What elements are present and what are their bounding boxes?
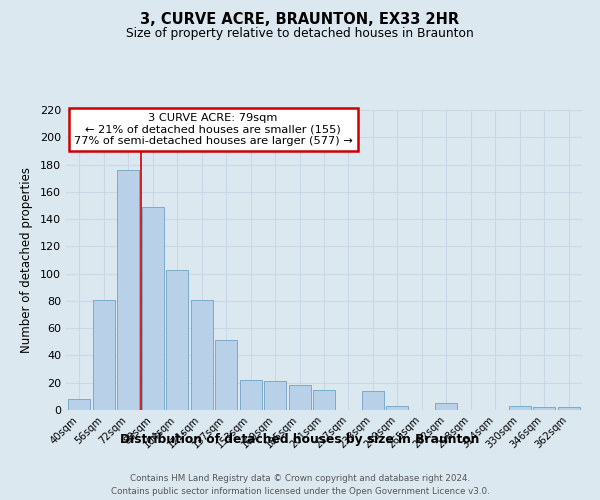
Bar [362, 391, 384, 410]
Bar [166, 270, 188, 410]
Bar [191, 300, 213, 410]
Bar [289, 386, 311, 410]
Bar [264, 382, 286, 410]
Bar [557, 408, 580, 410]
Y-axis label: Number of detached properties: Number of detached properties [20, 167, 33, 353]
Bar [118, 170, 139, 410]
Bar [313, 390, 335, 410]
Bar [215, 340, 237, 410]
Bar [435, 403, 457, 410]
Bar [239, 380, 262, 410]
Bar [386, 406, 409, 410]
Bar [142, 207, 164, 410]
Text: 3, CURVE ACRE, BRAUNTON, EX33 2HR: 3, CURVE ACRE, BRAUNTON, EX33 2HR [140, 12, 460, 28]
Bar [533, 408, 555, 410]
Bar [93, 300, 115, 410]
Text: 3 CURVE ACRE: 79sqm
← 21% of detached houses are smaller (155)
77% of semi-detac: 3 CURVE ACRE: 79sqm ← 21% of detached ho… [74, 113, 352, 146]
Text: Contains HM Land Registry data © Crown copyright and database right 2024.: Contains HM Land Registry data © Crown c… [130, 474, 470, 483]
Bar [509, 406, 530, 410]
Text: Distribution of detached houses by size in Braunton: Distribution of detached houses by size … [121, 432, 479, 446]
Bar [68, 399, 91, 410]
Text: Size of property relative to detached houses in Braunton: Size of property relative to detached ho… [126, 28, 474, 40]
Text: Contains public sector information licensed under the Open Government Licence v3: Contains public sector information licen… [110, 488, 490, 496]
